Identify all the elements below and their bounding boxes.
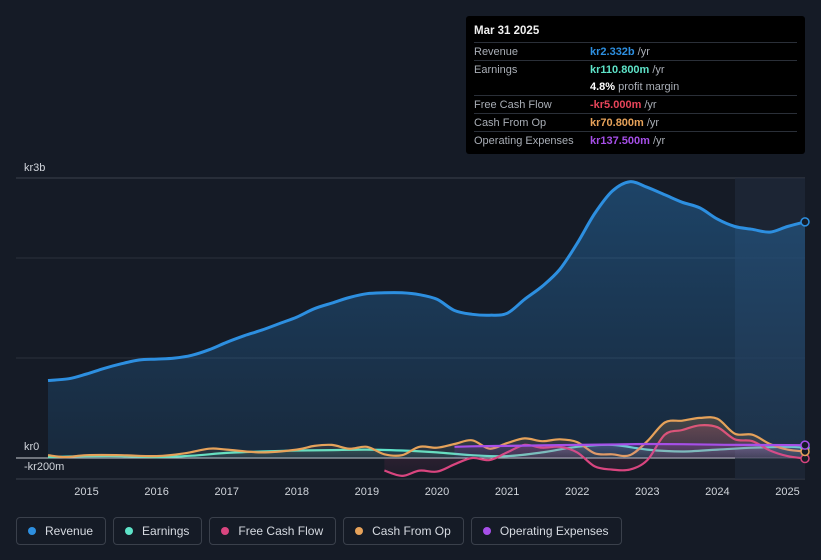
revenue-end-marker [800, 217, 810, 227]
revenue-line [47, 180, 806, 382]
tooltip-row: Revenue kr2.332b/yr [474, 42, 797, 60]
tooltip-row-unit: /yr [637, 45, 650, 58]
tooltip-row-value: 4.8% [590, 80, 616, 93]
tooltip-row-label: Cash From Op [474, 116, 547, 129]
x-tick-label: 2025 [775, 486, 799, 498]
tooltip-row-unit: /yr [644, 98, 657, 111]
operating-expenses-line [454, 442, 806, 448]
x-tick-label: 2024 [705, 486, 729, 498]
tooltip-row-value: -kr5.000m [590, 98, 642, 111]
tooltip-row-value: kr137.500m [590, 134, 650, 147]
tooltip-row: 4.8% profit margin [474, 78, 797, 95]
operating-expenses-area [454, 444, 805, 458]
series-layer [47, 180, 806, 477]
data-tooltip: Mar 31 2025 Revenue kr2.332b/yr Earnings kr… [466, 16, 805, 154]
legend-dot-icon [221, 527, 230, 535]
cash-from-op-line [47, 416, 806, 459]
tooltip-date: Mar 31 2025 [474, 25, 540, 37]
legend-item-revenue[interactable]: Revenue [16, 517, 107, 545]
tooltip-row-label: Earnings [474, 63, 518, 76]
x-tick-label: 2021 [495, 486, 519, 498]
legend-label: Revenue [45, 524, 94, 538]
legend-dot-icon [125, 527, 134, 535]
legend-label: Operating Expenses [499, 524, 609, 538]
legend-item-operating-expenses[interactable]: Operating Expenses [470, 517, 622, 545]
tooltip-row-unit: /yr [652, 134, 666, 147]
legend-item-free-cash-flow[interactable]: Free Cash Flow [209, 517, 337, 545]
y-label-zero: kr0 [24, 441, 39, 453]
tooltip-row-value: kr110.800m [590, 63, 650, 76]
tooltip-row-label: Operating Expenses [474, 134, 574, 147]
legend-dot-icon [482, 527, 491, 535]
tooltip-row: Cash From Op kr70.800m/yr [474, 113, 797, 131]
x-tick-label: 2015 [74, 486, 98, 498]
legend-label: Earnings [142, 524, 190, 538]
y-label-top: kr3b [24, 162, 45, 174]
legend-item-cash-from-op[interactable]: Cash From Op [343, 517, 464, 545]
x-tick-label: 2016 [144, 486, 168, 498]
operating-expenses-end-marker [800, 440, 810, 450]
tooltip-row-label: Revenue [474, 45, 519, 58]
x-tick-label: 2023 [635, 486, 659, 498]
x-tick-label: 2018 [285, 486, 309, 498]
x-tick-label: 2017 [214, 486, 238, 498]
tooltip-row: Free Cash Flow -kr5.000m/yr [474, 95, 797, 113]
x-axis-ticks: 2015 2016 2017 2018 2019 2020 2021 2022 2023 2024… [74, 486, 799, 498]
legend-label: Free Cash Flow [238, 524, 324, 538]
legend-item-earnings[interactable]: Earnings [113, 517, 203, 545]
legend-dot-icon [28, 527, 36, 535]
tooltip-row-unit: /yr [652, 63, 665, 76]
series-endpoints [800, 217, 810, 464]
tooltip-row: Operating Expenses kr137.500m/yr [474, 131, 797, 149]
x-tick-label: 2019 [355, 486, 379, 498]
legend-label: Cash From Op [372, 524, 451, 538]
tooltip-row-unit: /yr [646, 116, 660, 129]
tooltip-rows: Revenue kr2.332b/yr Earnings kr110.800m/yr 4… [474, 42, 797, 149]
tooltip-row-value: kr70.800m [590, 116, 644, 129]
x-tick-label: 2020 [425, 486, 449, 498]
tooltip-row: Earnings kr110.800m/yr [474, 60, 797, 78]
legend: Revenue Earnings Free Cash Flow Cash From O… [16, 517, 629, 545]
y-label-bottom: -kr200m [24, 461, 64, 473]
tooltip-row-label: Free Cash Flow [474, 98, 552, 111]
x-tick-label: 2022 [565, 486, 589, 498]
tooltip-row-unit: profit margin [618, 80, 680, 93]
legend-dot-icon [355, 527, 364, 535]
tooltip-row-value: kr2.332b [590, 45, 635, 58]
revenue-area [48, 181, 805, 458]
